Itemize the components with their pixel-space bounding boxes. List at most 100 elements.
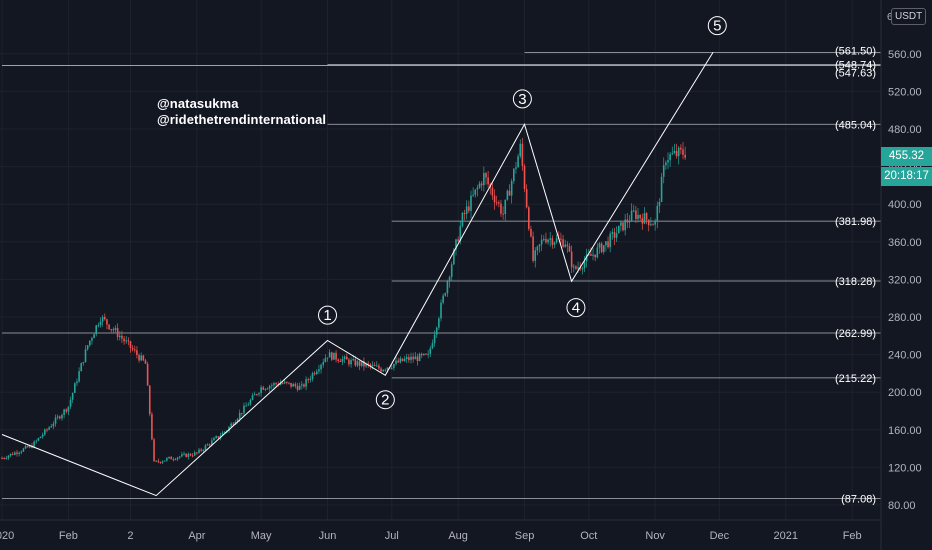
candle-body [472, 194, 474, 196]
candle-body [348, 359, 350, 365]
candle-body [566, 244, 569, 247]
candle-body [399, 358, 402, 363]
candle-body [7, 455, 10, 459]
candle-body [176, 457, 179, 460]
candle-body [52, 423, 55, 427]
candle-body [363, 361, 365, 367]
time-axis[interactable]: 2020 Feb 2 Apr May Jun Jul Aug Sep Oct Nov Dec 2021 F… [0, 530, 862, 542]
candle-body [485, 173, 487, 178]
wave-label-3: 3 [512, 89, 532, 109]
candle-body [408, 357, 410, 361]
candle-body [431, 343, 434, 349]
candle-body [11, 453, 14, 455]
candle-body [438, 318, 440, 328]
candle-body [337, 359, 340, 361]
candle-body [446, 281, 449, 294]
candle-body [151, 413, 153, 440]
candle-body [256, 394, 258, 396]
candle-body [223, 431, 226, 433]
candle-body [393, 363, 395, 368]
candle-body [82, 362, 85, 364]
candle-body [654, 220, 656, 225]
candle-body [230, 423, 232, 427]
candle-body [420, 353, 423, 356]
candle-body [506, 190, 509, 200]
candle-body [106, 319, 108, 325]
candle-body [410, 356, 412, 361]
fib-level-label: (547.63) [835, 67, 876, 79]
candle-body [144, 360, 147, 364]
candle-body [181, 454, 183, 457]
candle-body [622, 222, 624, 231]
price-axis-cut-label: 6 [887, 12, 893, 23]
candle-body [373, 364, 376, 366]
candle-body [665, 162, 667, 166]
candle-body [632, 210, 635, 212]
candle-body [375, 365, 378, 367]
candle-body [671, 153, 674, 155]
candle-body [279, 383, 282, 386]
candle-body [328, 352, 331, 358]
price-tick-label: 240.00 [888, 350, 922, 362]
candle-body [116, 328, 119, 337]
candle-body [191, 455, 194, 457]
candle-body [204, 445, 207, 451]
candle-body [268, 386, 271, 389]
wave-label-number: 3 [518, 91, 526, 108]
candle-body [637, 214, 639, 220]
candle-body [232, 423, 235, 425]
candle-body [46, 429, 48, 431]
candle-body [335, 352, 337, 360]
candle-body [365, 363, 367, 367]
candle-body [643, 213, 646, 224]
candle-body [16, 452, 18, 454]
candle-body [650, 224, 652, 226]
candle-body [628, 221, 631, 223]
candle-body [551, 238, 554, 245]
candle-body [172, 459, 175, 461]
candle-body [294, 384, 297, 387]
price-tick-label: 160.00 [888, 425, 922, 437]
candle-body [395, 360, 397, 364]
candle-body [360, 361, 363, 366]
candle-body [121, 335, 123, 339]
candle-body [476, 187, 479, 190]
candle-body [502, 213, 504, 215]
candle-body [69, 399, 72, 407]
candle-body [97, 325, 100, 327]
candle-body [684, 154, 686, 158]
candle-body [114, 328, 117, 331]
candle-body [487, 177, 489, 185]
candle-body [86, 345, 89, 350]
candle-body [288, 382, 290, 384]
candle-body [575, 266, 577, 269]
candle-body [67, 406, 70, 412]
candle-body [193, 452, 196, 456]
candle-body [538, 244, 541, 247]
wave-label-5: 5 [707, 16, 727, 36]
candle-body [440, 302, 442, 319]
candle-body [414, 356, 417, 360]
time-tick-label: Oct [580, 530, 597, 542]
candle-body [41, 434, 44, 437]
countdown-badge: 20:18:17 [881, 167, 932, 186]
candle-body [341, 358, 344, 362]
candle-body [238, 412, 241, 419]
candle-body [532, 236, 534, 261]
candle-body [624, 219, 626, 231]
wave-label-circle [512, 89, 532, 109]
price-tick-label: 280.00 [888, 312, 922, 324]
candle-body [416, 356, 419, 362]
candle-body [403, 359, 406, 361]
candle-body [99, 321, 102, 326]
candle-body [108, 324, 110, 330]
time-tick-label: 2020 [0, 530, 14, 542]
candle-body [429, 348, 432, 354]
currency-unit-button[interactable]: USDT [891, 8, 927, 25]
candle-body [281, 383, 284, 385]
candle-body [251, 395, 254, 400]
candle-body [303, 384, 305, 387]
candle-body [217, 436, 220, 438]
candle-body [641, 218, 644, 224]
